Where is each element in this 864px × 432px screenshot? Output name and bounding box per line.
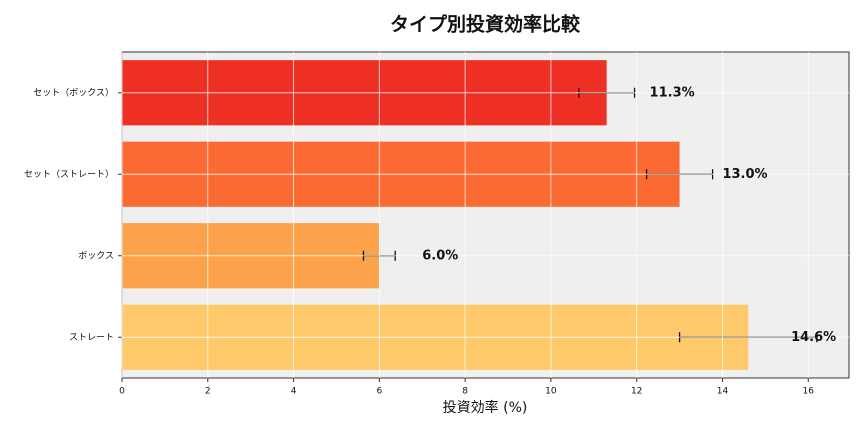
y-tick-label: セット（ボックス） bbox=[33, 87, 114, 98]
y-tick-label: ボックス bbox=[78, 250, 114, 261]
x-tick-label: 4 bbox=[291, 387, 297, 397]
chart-title: タイプ別投資効率比較 bbox=[390, 13, 581, 36]
value-label: 14.6% bbox=[791, 330, 836, 345]
x-tick-label: 8 bbox=[462, 387, 468, 397]
value-label: 11.3% bbox=[650, 85, 695, 100]
x-tick-label: 16 bbox=[803, 387, 815, 397]
x-axis-label: 投資効率 (%) bbox=[443, 399, 528, 416]
x-tick-label: 10 bbox=[545, 387, 557, 397]
x-tick-label: 12 bbox=[631, 387, 642, 397]
y-tick-label: セット（ストレート） bbox=[24, 169, 114, 180]
x-tick-label: 6 bbox=[376, 387, 382, 397]
y-tick-label: ストレート bbox=[69, 333, 114, 343]
value-label: 6.0% bbox=[422, 248, 458, 263]
x-tick-label: 0 bbox=[119, 387, 125, 397]
x-tick-label: 2 bbox=[205, 387, 211, 397]
value-label: 13.0% bbox=[722, 167, 767, 182]
x-tick-label: 14 bbox=[717, 387, 729, 397]
